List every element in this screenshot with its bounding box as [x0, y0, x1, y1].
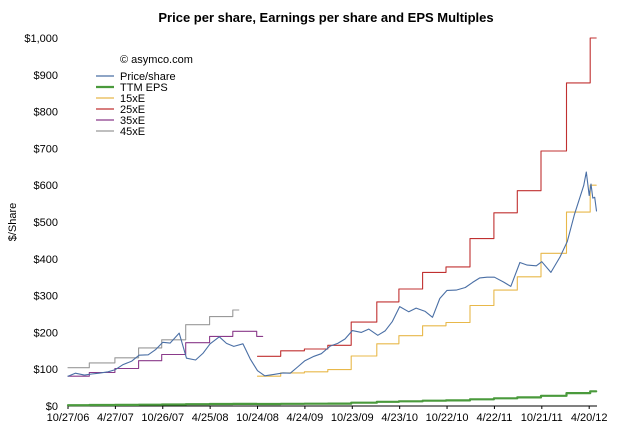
legend-label: TTM EPS	[120, 82, 168, 94]
series-line-ttm-eps	[66, 390, 598, 407]
y-tick-label: $700	[34, 143, 58, 155]
y-tick-label: $300	[34, 291, 58, 303]
legend-label: Price/share	[120, 71, 176, 83]
legend-label: 35xE	[120, 115, 145, 127]
y-axis-label: $/Share	[7, 203, 19, 242]
legend-label: 25xE	[120, 104, 145, 116]
x-tick-label: 10/23/09	[331, 412, 374, 424]
chart-title: Price per share, Earnings per share and …	[158, 10, 493, 25]
y-tick-label: $600	[34, 180, 58, 192]
series-line-15xe	[256, 184, 597, 377]
x-tick-label: 10/27/06	[47, 412, 90, 424]
x-tick-label: 10/22/10	[426, 412, 469, 424]
y-tick-label: $800	[34, 107, 58, 119]
series-line-price-share	[67, 171, 598, 377]
y-tick-label: $1,000	[24, 33, 58, 45]
x-tick-label: 4/23/10	[381, 412, 418, 424]
x-tick-label: 4/20/12	[571, 412, 608, 424]
y-tick-label: $400	[34, 254, 58, 266]
x-tick-label: 10/21/11	[521, 412, 563, 424]
y-tick-label: $900	[34, 70, 58, 82]
x-tick-label: 10/26/07	[141, 412, 184, 424]
y-tick-label: $200	[34, 327, 58, 339]
legend-label: 45xE	[120, 126, 145, 138]
series-layer	[66, 37, 598, 407]
y-tick-label: $500	[34, 217, 58, 229]
y-tick-label: $0	[46, 401, 58, 413]
series-line-45xe	[67, 309, 240, 369]
y-tick-label: $100	[34, 364, 58, 376]
legend-label: 15xE	[120, 93, 145, 105]
y-tick-labels: $0 $100 $200 $300 $400 $500 $600 $700 $800 $900 $1…	[24, 33, 58, 413]
x-tick-label: 4/22/11	[476, 412, 512, 424]
x-tick-labels: 10/27/06 4/27/07 10/26/07 4/25/08 10/24/08 4/…	[47, 406, 608, 424]
x-tick-label: 4/24/09	[287, 412, 324, 424]
x-tick-label: 10/24/08	[236, 412, 279, 424]
series-line-35xe	[67, 330, 264, 377]
x-tick-label: 4/25/08	[192, 412, 229, 424]
series-line-25xe	[256, 37, 597, 357]
x-tick-label: 4/27/07	[97, 412, 134, 424]
copyright-annotation: © asymco.com	[120, 54, 193, 66]
